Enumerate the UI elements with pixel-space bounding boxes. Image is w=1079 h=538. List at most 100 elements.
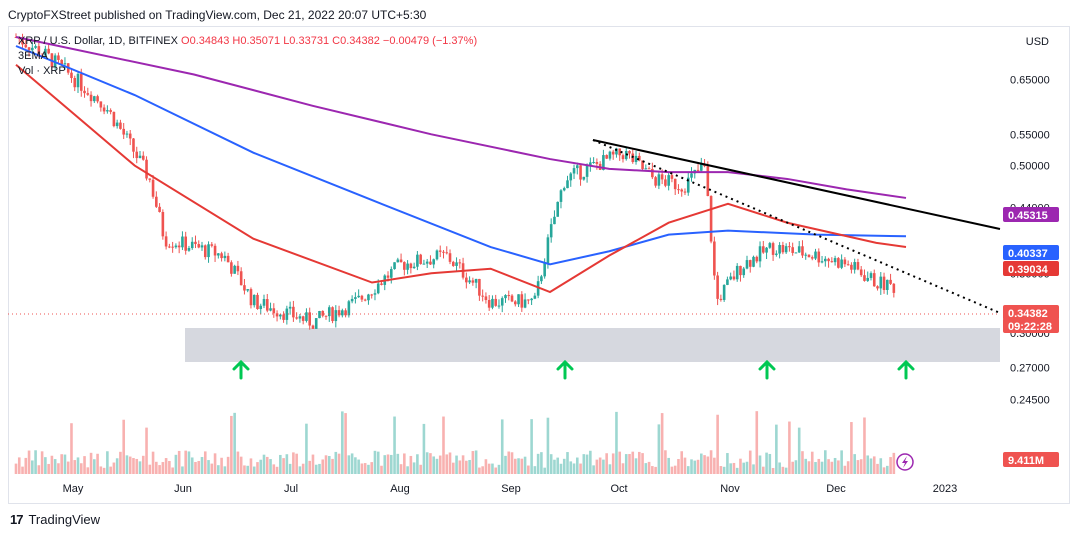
candle-body [513,301,517,305]
candle-body [859,269,863,276]
volume-bar [621,463,625,474]
volume-bars [14,411,896,474]
volume-bar [259,459,263,474]
price-chart[interactable]: 0.650000.550000.500000.440000.360000.300… [8,26,1070,504]
volume-bar [295,453,298,474]
candle-body [288,306,292,309]
candle-body [442,251,445,253]
volume-bar [775,424,778,474]
volume-bar [830,461,834,474]
volume-bar [788,421,791,474]
volume-bar [435,458,439,474]
change-value: −0.00479 (−1.37%) [382,35,478,47]
volume-bar [677,459,680,474]
candle-body [177,245,181,248]
volume-bar [106,451,109,474]
lightning-icon[interactable] [896,453,914,471]
volume-bar [820,461,824,474]
candle-body [246,289,249,291]
volume-bar [376,451,380,474]
volume-bar [213,453,217,474]
candle-body [314,318,318,329]
volume-bar [690,459,693,474]
candle-body [334,310,338,322]
candle-body [239,271,243,286]
candle-body [830,261,834,263]
volume-bar [40,451,44,474]
volume-bar [494,467,498,474]
candle-body [435,250,439,260]
volume-bar [651,466,654,474]
volume-bar [292,452,295,474]
volume-bar [797,427,801,474]
candle-body [298,316,302,319]
volume-bar [288,463,292,474]
volume-bar [190,457,194,474]
candle-body [259,305,263,310]
ema-label: 3EMA [18,50,48,62]
candle-body [530,298,533,301]
candle-body [651,169,654,178]
candle-body [523,299,527,308]
volume-bar [791,461,794,474]
candle-body [155,196,158,207]
candle-body [465,277,468,283]
candle-body [716,275,719,299]
volume-bar [637,451,641,474]
volume-bar [758,455,762,474]
candle-body [582,176,586,180]
chart-legend: XRP / U.S. Dollar, 1D, BITFINEX O0.34843… [18,34,477,79]
volume-bar [654,466,657,474]
volume-bar [262,454,266,474]
volume-bar [236,451,240,474]
volume-bar [824,450,827,474]
candle-body [768,243,772,248]
candle-body [112,111,116,127]
candle-body [543,263,546,277]
candle-body [807,254,811,258]
volume-bar [269,459,272,474]
candle-body [585,165,589,177]
candle-body [230,262,233,274]
candle-body [647,168,651,170]
volume-bar [412,462,416,474]
volume-bar [540,452,543,474]
volume-bar [810,451,814,474]
volume-bar [455,455,458,474]
candle-body [141,155,145,160]
volume-bar [249,458,253,474]
candle-body [96,96,99,102]
volume-bar [347,455,351,474]
candle-body [393,262,396,270]
price-tag: 0.34382 [1003,305,1059,320]
volume-bar [683,457,687,474]
candle-body [148,178,152,180]
candle-body [171,246,174,248]
candle-body [376,283,380,294]
candle-body [190,241,194,249]
volume-bar [311,454,315,474]
volume-bar [226,456,230,474]
volume-bar [510,452,514,474]
volume-bar [589,450,592,474]
candle-body [448,253,452,262]
volume-bar [367,464,370,474]
x-tick-label: Dec [826,483,846,495]
candle-body [187,248,191,251]
candle-body [500,298,504,306]
volume-bar [807,461,811,474]
volume-bar [344,413,347,474]
x-tick-label: 2023 [933,483,957,495]
volume-bar [556,457,560,474]
candle-body [70,72,73,79]
candle-body [422,263,426,265]
candle-body [236,265,240,272]
volume-bar [781,466,785,474]
candle-body [546,237,550,264]
candle-body [892,283,896,293]
candle-body [262,299,266,306]
candle-body [31,47,34,51]
candle-body [621,155,625,160]
volume-bar [184,450,187,474]
volume-bar [109,466,112,474]
